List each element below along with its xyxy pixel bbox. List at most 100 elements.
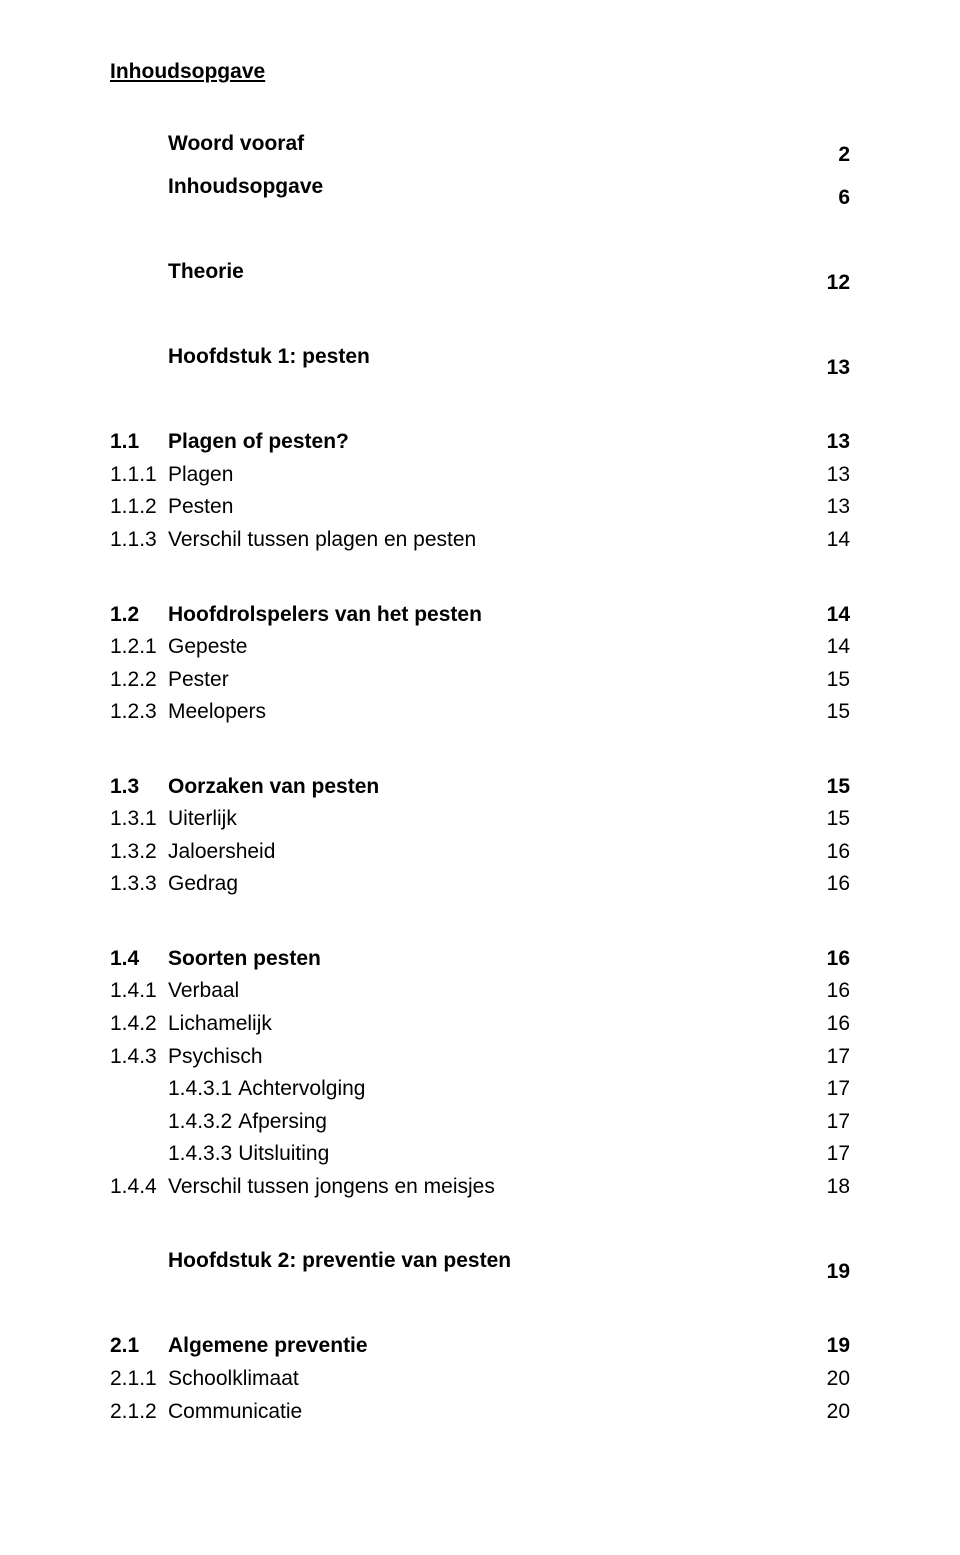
toc-entry-text: Soorten pesten	[168, 943, 321, 976]
toc-entry-number: 1.1	[110, 426, 168, 459]
toc-entry-number: 1.3	[110, 771, 168, 804]
toc-entry-text: Hoofdstuk 1: pesten	[168, 341, 370, 374]
toc-entry-label: Hoofdstuk 2: preventie van pesten	[110, 1245, 511, 1278]
toc-entry-page: 14	[820, 524, 850, 557]
toc-entry-page: 13	[820, 459, 850, 492]
toc-entry-number: 1.4.2	[110, 1008, 168, 1041]
toc-entry-page: 12	[820, 267, 850, 300]
toc-row: 1.3Oorzaken van pesten15	[110, 771, 850, 804]
toc-entry-text: Inhoudsopgave	[168, 171, 323, 204]
toc-entry-text: Communicatie	[168, 1396, 302, 1429]
toc-row: 2.1Algemene preventie 19	[110, 1330, 850, 1363]
toc-entry-text: Lichamelijk	[168, 1008, 272, 1041]
toc-entry-text: Psychisch	[168, 1041, 263, 1074]
toc-entry-number: 1.4.3	[110, 1041, 168, 1074]
toc-entry-page: 20	[820, 1363, 850, 1396]
toc-row: 1.4.2Lichamelijk 16	[110, 1008, 850, 1041]
toc-entry-text: Schoolklimaat	[168, 1363, 299, 1396]
toc-entry-label: 1.3.1Uiterlijk	[110, 803, 237, 836]
toc-entry-text: Hoofdrolspelers van het pesten	[168, 599, 482, 632]
toc-entry-page: 6	[820, 182, 850, 215]
toc-entry-label: 2.1.1Schoolklimaat	[110, 1363, 299, 1396]
toc-row: Hoofdstuk 1: pesten 13	[110, 341, 850, 384]
toc-row: 1.4.3.1Achtervolging 17	[110, 1073, 850, 1106]
toc-entry-number: 2.1.2	[110, 1396, 168, 1429]
toc-entry-label: 1.4.3.3Uitsluiting	[110, 1138, 329, 1171]
toc-row: 2.1.2Communicatie20	[110, 1396, 850, 1429]
toc-entry-number	[110, 1245, 168, 1278]
toc-entry-label: Woord vooraf	[110, 128, 304, 161]
toc-entry-text: Jaloersheid	[168, 836, 275, 869]
toc-entry-text: Achtervolging	[238, 1073, 365, 1106]
toc-entry-page: 14	[820, 599, 850, 632]
toc-entry-number: 1.4.3.1	[110, 1073, 232, 1106]
toc-entry-label: 1.1.1Plagen	[110, 459, 233, 492]
toc-entry-page: 16	[820, 868, 850, 901]
toc-entry-number: 1.4.3.2	[110, 1106, 232, 1139]
toc-entry-text: Afpersing	[238, 1106, 327, 1139]
toc-entry-number: 1.2.3	[110, 696, 168, 729]
toc-entry-page: 17	[820, 1106, 850, 1139]
toc-entry-text: Uitsluiting	[238, 1138, 329, 1171]
toc-entry-label: 1.4Soorten pesten	[110, 943, 321, 976]
toc-row: 1.1.2Pesten 13	[110, 491, 850, 524]
toc-entry-text: Plagen	[168, 459, 233, 492]
toc-row: 2.1.1Schoolklimaat 20	[110, 1363, 850, 1396]
toc-entry-label: 2.1Algemene preventie	[110, 1330, 368, 1363]
toc-row: Inhoudsopgave 6	[110, 171, 850, 214]
toc-entry-label: 1.1Plagen of pesten?	[110, 426, 349, 459]
toc-entry-page: 19	[820, 1256, 850, 1289]
toc-row: 1.4.3.3Uitsluiting 17	[110, 1138, 850, 1171]
toc-entry-label: 1.4.3.2Afpersing	[110, 1106, 327, 1139]
toc-entry-text: Pesten	[168, 491, 233, 524]
toc-entry-page: 16	[820, 836, 850, 869]
toc-entry-number	[110, 128, 168, 161]
toc-entry-text: Meelopers	[168, 696, 266, 729]
toc-entry-page: 13	[820, 426, 850, 459]
toc-entry-label: 1.2.1Gepeste	[110, 631, 247, 664]
toc-row: 1.2.1Gepeste14	[110, 631, 850, 664]
toc-row: 1.3.2Jaloersheid16	[110, 836, 850, 869]
toc-entry-page: 15	[820, 696, 850, 729]
toc-row: 1.2Hoofdrolspelers van het pesten 14	[110, 599, 850, 632]
toc-entry-label: 2.1.2Communicatie	[110, 1396, 302, 1429]
toc-entry-text: Verbaal	[168, 975, 239, 1008]
toc-entry-page: 13	[820, 491, 850, 524]
toc-row: 1.3.3Gedrag16	[110, 868, 850, 901]
toc-entry-text: Verschil tussen jongens en meisjes	[168, 1171, 495, 1204]
toc-entry-label: 1.2.2Pester	[110, 664, 229, 697]
toc-entry-label: Theorie	[110, 256, 244, 289]
toc-entry-page: 15	[820, 803, 850, 836]
toc-entry-number: 1.4	[110, 943, 168, 976]
toc-entry-number	[110, 341, 168, 374]
toc-entry-page: 2	[820, 139, 850, 172]
toc-entry-label: 1.4.1Verbaal	[110, 975, 239, 1008]
toc-row: 1.2.2Pester15	[110, 664, 850, 697]
toc-entry-label: 1.4.2Lichamelijk	[110, 1008, 272, 1041]
toc-entry-number: 1.3.1	[110, 803, 168, 836]
toc-entry-label: 1.4.3.1Achtervolging	[110, 1073, 365, 1106]
toc-entry-page: 17	[820, 1138, 850, 1171]
toc-entry-page: 17	[820, 1073, 850, 1106]
toc-entry-number: 1.2.2	[110, 664, 168, 697]
toc-entry-text: Gepeste	[168, 631, 247, 664]
toc-entry-page: 19	[820, 1330, 850, 1363]
toc-entry-page: 13	[820, 352, 850, 385]
toc-entry-number: 2.1	[110, 1330, 168, 1363]
toc-entry-label: 1.1.2Pesten	[110, 491, 233, 524]
toc-entry-page: 16	[820, 1008, 850, 1041]
toc-entry-label: Hoofdstuk 1: pesten	[110, 341, 370, 374]
toc-row: 1.2.3Meelopers 15	[110, 696, 850, 729]
toc-entry-text: Theorie	[168, 256, 244, 289]
toc-entry-text: Oorzaken van pesten	[168, 771, 379, 804]
document-title: Inhoudsopgave	[110, 60, 850, 84]
toc-entry-label: 1.1.3Verschil tussen plagen en pesten	[110, 524, 476, 557]
toc-entry-text: Hoofdstuk 2: preventie van pesten	[168, 1245, 511, 1278]
toc-entry-number: 1.1.3	[110, 524, 168, 557]
toc-entry-page: 16	[820, 975, 850, 1008]
toc-entry-label: 1.3Oorzaken van pesten	[110, 771, 379, 804]
document-page: Inhoudsopgave Woord vooraf2Inhoudsopgave…	[0, 0, 960, 1555]
toc-entry-number: 1.2	[110, 599, 168, 632]
toc-entry-label: 1.2Hoofdrolspelers van het pesten	[110, 599, 482, 632]
toc-entry-page: 17	[820, 1041, 850, 1074]
